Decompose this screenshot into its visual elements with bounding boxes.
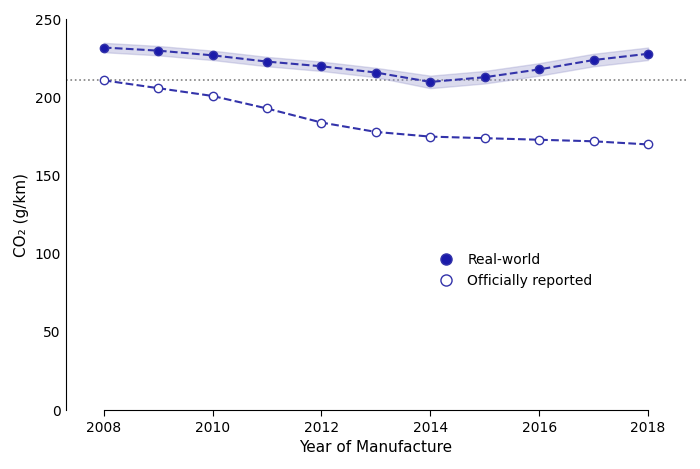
Real-world [589,57,598,63]
Officially reported [480,136,489,141]
Officially reported [644,142,652,147]
Legend: Real-world, Officially reported: Real-world, Officially reported [433,253,592,288]
Officially reported [209,93,217,99]
Real-world [426,79,435,85]
Real-world [644,51,652,57]
Officially reported [426,134,435,139]
Line: Officially reported: Officially reported [99,76,652,149]
Real-world [317,63,326,69]
Officially reported [262,106,271,111]
Real-world [262,59,271,64]
Real-world [154,48,162,53]
Officially reported [589,138,598,144]
Officially reported [317,120,326,125]
Real-world [372,70,380,76]
Officially reported [154,85,162,91]
Y-axis label: CO₂ (g/km): CO₂ (g/km) [14,173,29,257]
Real-world [480,75,489,80]
X-axis label: Year of Manufacture: Year of Manufacture [300,440,452,455]
Officially reported [535,137,543,143]
Real-world [99,45,108,50]
Line: Real-world: Real-world [99,43,652,86]
Officially reported [372,129,380,135]
Officially reported [99,77,108,83]
Real-world [209,53,217,58]
Real-world [535,67,543,72]
